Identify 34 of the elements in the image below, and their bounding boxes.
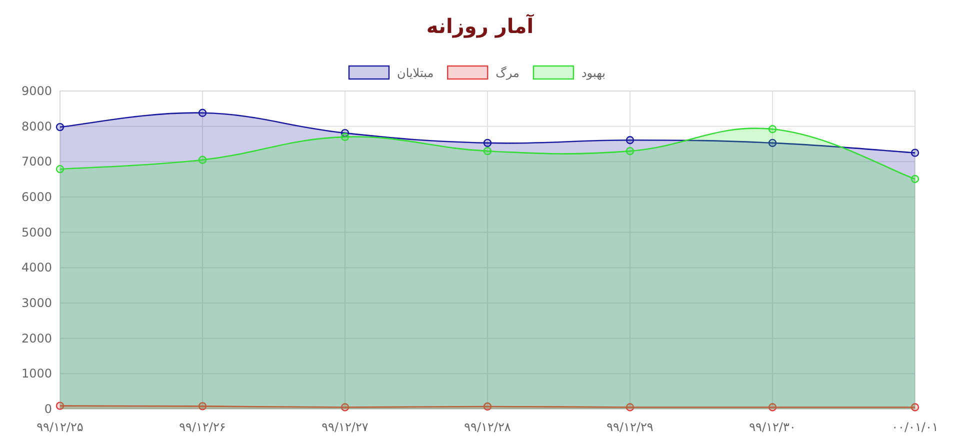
point	[483, 146, 492, 156]
point	[198, 108, 207, 118]
y-tick-label: 6000	[21, 190, 52, 204]
point	[768, 125, 777, 134]
point	[340, 132, 350, 142]
x-tick-label: ۹۹/۱۲/۲۸	[464, 420, 512, 434]
x-tick-label: ۹۹/۱۲/۲۷	[322, 420, 369, 434]
point	[910, 174, 920, 184]
x-tick-label: ۹۹/۱۲/۳۰	[749, 420, 796, 434]
point	[56, 164, 64, 174]
point	[626, 136, 634, 144]
y-tick-label: 5000	[21, 225, 52, 240]
legend-label: مرگ	[496, 66, 520, 80]
point	[56, 122, 64, 132]
y-tick-label: 2000	[21, 331, 52, 346]
point	[910, 148, 920, 157]
y-tick-label: 8000	[21, 119, 52, 134]
x-tick-label: ۹۹/۱۲/۲۵	[36, 420, 84, 434]
y-tick-label: 4000	[21, 260, 52, 275]
y-tick-label: 1000	[21, 366, 52, 381]
x-tick-label: ۹۹/۱۲/۲۹	[606, 420, 654, 434]
point	[483, 138, 492, 148]
y-tick-label: 3000	[21, 296, 52, 310]
x-tick-label: ۰۰/۰۱/۰۱	[892, 420, 938, 434]
y-tick-label: 7000	[21, 154, 52, 169]
point	[198, 156, 207, 164]
legend: مبتلایان مرگ بهبود	[348, 65, 606, 80]
legend-label: بهبود	[581, 66, 606, 80]
chart-title: آمار روزانه	[426, 13, 535, 38]
y-tick-label: 9000	[21, 84, 52, 98]
point	[626, 146, 634, 156]
x-tick-label: ۹۹/۱۲/۲۶	[179, 420, 226, 434]
legend-label: مبتلایان	[397, 66, 434, 80]
y-tick-label: 0	[44, 402, 52, 416]
